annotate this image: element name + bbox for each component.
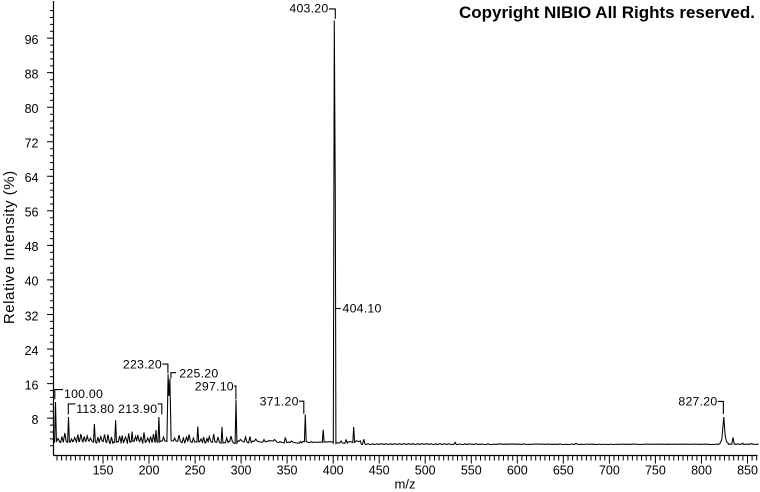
- svg-text:56: 56: [25, 206, 39, 220]
- svg-text:64: 64: [25, 171, 39, 185]
- svg-text:550: 550: [461, 464, 482, 478]
- svg-text:32: 32: [25, 309, 39, 323]
- svg-text:750: 750: [645, 464, 666, 478]
- svg-text:80: 80: [25, 102, 39, 116]
- svg-text:400: 400: [323, 464, 344, 478]
- svg-text:24: 24: [25, 344, 39, 358]
- svg-text:96: 96: [25, 33, 39, 47]
- svg-text:403.20: 403.20: [289, 2, 328, 16]
- svg-text:40: 40: [25, 275, 39, 289]
- svg-text:Copyright NIBIO All Rights res: Copyright NIBIO All Rights reserved.: [459, 3, 755, 22]
- svg-text:100.00: 100.00: [64, 387, 103, 401]
- svg-text:800: 800: [691, 464, 712, 478]
- svg-text:650: 650: [553, 464, 574, 478]
- svg-text:297.10: 297.10: [195, 380, 234, 394]
- svg-text:450: 450: [369, 464, 390, 478]
- svg-text:600: 600: [507, 464, 528, 478]
- svg-text:300: 300: [231, 464, 252, 478]
- svg-text:72: 72: [25, 137, 39, 151]
- svg-text:200: 200: [139, 464, 160, 478]
- svg-text:250: 250: [185, 464, 206, 478]
- svg-text:m/z: m/z: [395, 477, 416, 492]
- svg-text:404.10: 404.10: [343, 302, 382, 316]
- svg-text:700: 700: [599, 464, 620, 478]
- svg-text:225.20: 225.20: [179, 367, 218, 381]
- svg-text:850: 850: [737, 464, 758, 478]
- svg-text:350: 350: [277, 464, 298, 478]
- svg-text:213.90: 213.90: [118, 402, 157, 416]
- svg-text:500: 500: [415, 464, 436, 478]
- svg-text:8: 8: [32, 413, 39, 427]
- svg-text:16: 16: [25, 378, 39, 392]
- svg-text:113.80: 113.80: [76, 402, 114, 416]
- svg-text:88: 88: [25, 67, 39, 81]
- svg-text:371.20: 371.20: [260, 394, 299, 408]
- svg-text:Relative Intensity (%): Relative Intensity (%): [1, 170, 18, 324]
- svg-text:827.20: 827.20: [678, 395, 717, 409]
- svg-text:223.20: 223.20: [123, 357, 162, 371]
- svg-text:48: 48: [25, 240, 39, 254]
- svg-text:150: 150: [93, 464, 114, 478]
